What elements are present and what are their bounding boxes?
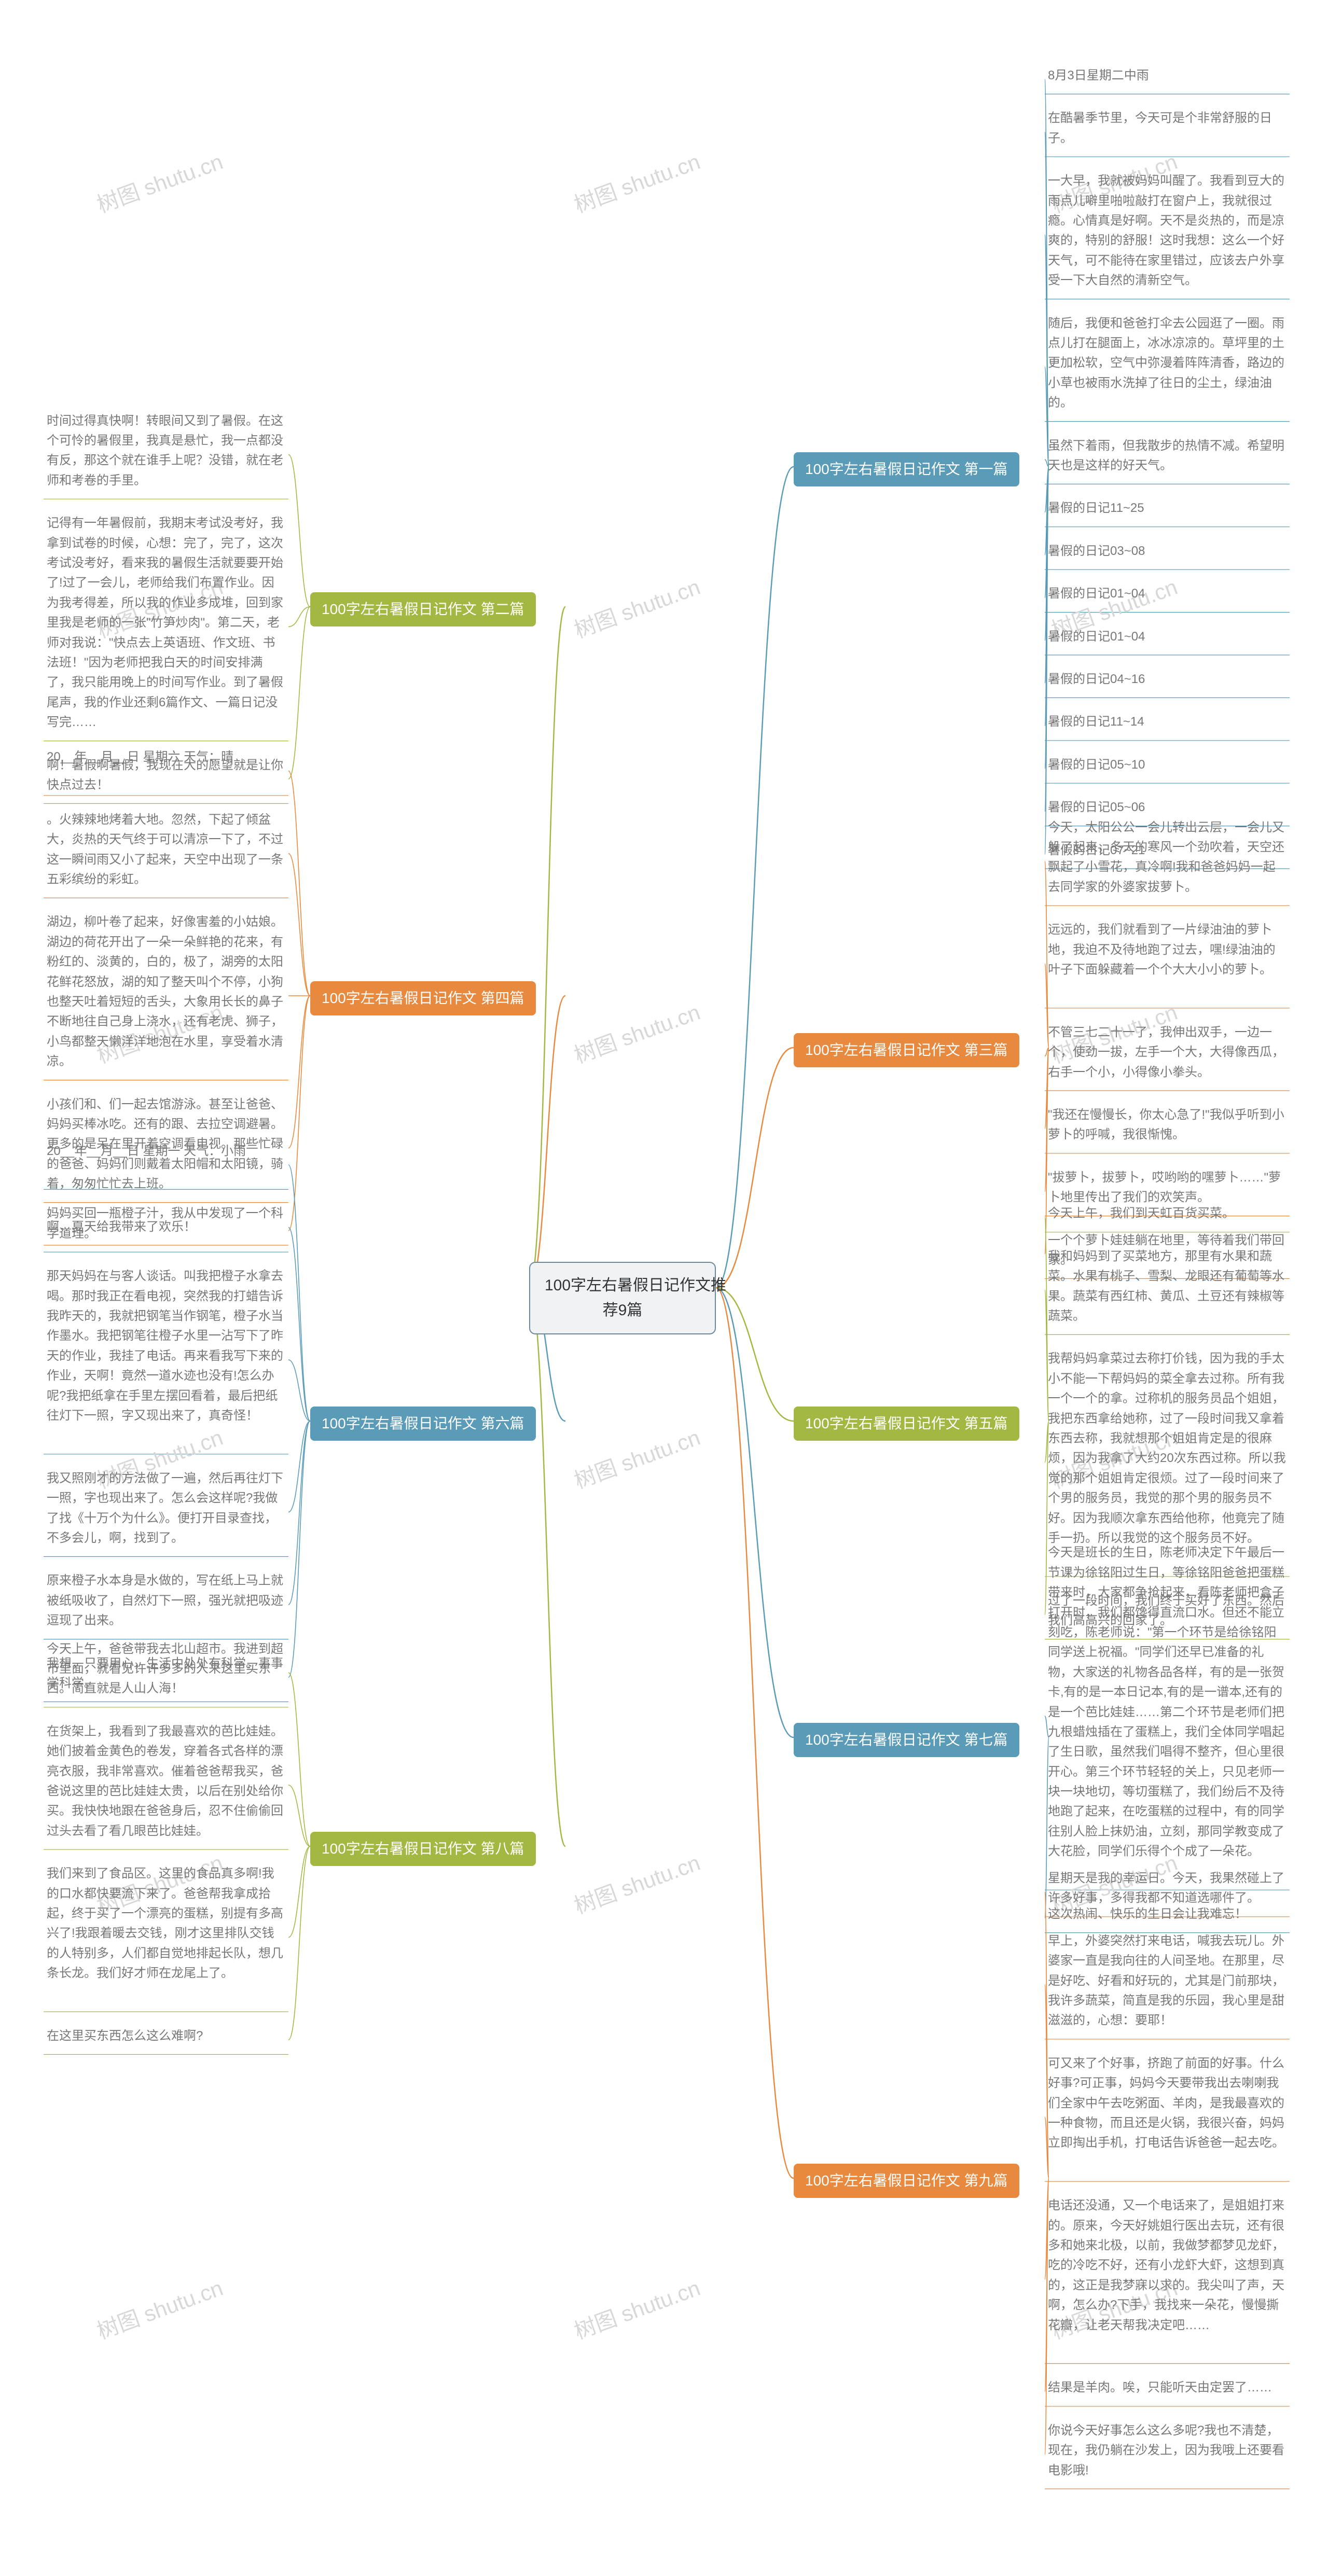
leaf-b4-2: 湖边，柳叶卷了起来，好像害羞的小姑娘。湖边的荷花开出了一朵一朵鲜艳的花来，有粉红…: [47, 912, 285, 1071]
leaf-b1-11: 暑假的日记05~10: [1048, 755, 1286, 775]
leaf-b1-3: 随后，我便和爸爸打伞去公园逛了一圈。雨点儿打在腿面上，冰冰凉凉的。草坪里的土更加…: [1048, 314, 1286, 413]
branch-b9: 100字左右暑假日记作文 第九篇: [794, 2164, 1019, 2198]
leaf-b3-2: 不管三七二十一了，我伸出双手，一边一个，使劲一拔，左手一个大，大得像西瓜，右手一…: [1048, 1023, 1286, 1082]
leaf-b1-12: 暑假的日记05~06: [1048, 798, 1286, 817]
branch-b8: 100字左右暑假日记作文 第八篇: [310, 1832, 536, 1866]
leaf-b9-1: 早上，外婆突然打来电话，喊我去玩儿。外婆家一直是我向往的人间圣地。在那里，尽是好…: [1048, 1931, 1286, 2031]
watermark: 树图 shutu.cn: [92, 144, 227, 219]
leaf-b3-1: 远远的，我们就看到了一片绿油油的萝卜地，我迫不及待地跑了过去，嘿!绿油油的叶子下…: [1048, 920, 1286, 980]
leaf-b7-0: 今天是班长的生日，陈老师决定下午最后一节课为徐铭阳过生日，等徐铭阳爸爸把蛋糕带来…: [1048, 1543, 1286, 1861]
leaf-b6-1: 妈妈买回一瓶橙子汁，我从中发现了一个科学道理。: [47, 1204, 285, 1244]
watermark: 树图 shutu.cn: [569, 1845, 704, 1920]
leaf-b6-2: 那天妈妈在与客人谈话。叫我把橙子水拿去喝。那时我正在看电视，突然我的打蜡告诉我昨…: [47, 1266, 285, 1426]
leaf-b9-4: 结果是羊肉。唉，只能听天由定罢了……: [1048, 2378, 1286, 2398]
leaf-b6-3: 我又照刚才的方法做了一遍，然后再往灯下一照，字也现出来了。怎么会这样呢?我做了找…: [47, 1469, 285, 1549]
leaf-b1-8: 暑假的日记01~04: [1048, 627, 1286, 647]
leaf-b2-1: 记得有一年暑假前，我期末考试没考好，我拿到试卷的时候，心想：完了，完了，这次考试…: [47, 513, 285, 732]
watermark: 树图 shutu.cn: [92, 2271, 227, 2345]
leaf-b2-0: 时间过得真快啊！转眼间又到了暑假。在这个可怜的暑假里，我真是悬忙，我一点都没有反…: [47, 411, 285, 491]
branch-b6: 100字左右暑假日记作文 第六篇: [310, 1407, 536, 1441]
leaf-b1-5: 暑假的日记11~25: [1048, 498, 1286, 518]
leaf-b9-3: 电话还没通，又一个电话来了，是姐姐打来的。原来，今天好姚姐行医出去玩，还有很多和…: [1048, 2196, 1286, 2335]
leaf-b5-1: 我和妈妈到了买菜地方，那里有水果和蔬菜。水果有桃子、雪梨、龙眼还有葡萄等水果。蔬…: [1048, 1247, 1286, 1327]
leaf-b1-4: 虽然下着雨，但我散步的热情不减。希望明天也是这样的好天气。: [1048, 436, 1286, 476]
watermark: 树图 shutu.cn: [569, 995, 704, 1069]
leaf-b9-0: 星期天是我的幸运日。今天，我果然碰上了许多好事，多得我都不知道选哪件了。: [1048, 1869, 1286, 1909]
leaf-b1-9: 暑假的日记04~16: [1048, 670, 1286, 689]
branch-b1: 100字左右暑假日记作文 第一篇: [794, 452, 1019, 486]
branch-b5: 100字左右暑假日记作文 第五篇: [794, 1407, 1019, 1441]
branch-b7: 100字左右暑假日记作文 第七篇: [794, 1723, 1019, 1757]
branch-b3: 100字左右暑假日记作文 第三篇: [794, 1033, 1019, 1067]
center-node: 100字左右暑假日记作文推荐9篇: [529, 1262, 716, 1334]
branch-b2: 100字左右暑假日记作文 第二篇: [310, 592, 536, 626]
watermark: 树图 shutu.cn: [569, 569, 704, 644]
leaf-b1-0: 8月3日星期二中雨: [1048, 66, 1286, 86]
leaf-b1-2: 一大早，我就被妈妈叫醒了。我看到豆大的雨点儿噼里啪啦敲打在窗户上，我就很过瘾。心…: [1048, 171, 1286, 290]
watermark: 树图 shutu.cn: [569, 1420, 704, 1495]
leaf-b6-0: 20__年__月__日 星期一 天气：小雨: [47, 1141, 285, 1161]
watermark: 树图 shutu.cn: [569, 144, 704, 219]
leaf-b3-0: 今天，太阳公公一会儿转出云层，一会儿又躲了起来，冬天的寒风一个劲吹着，天空还飘起…: [1048, 818, 1286, 898]
watermark: 树图 shutu.cn: [569, 2271, 704, 2345]
leaf-b8-3: 在这里买东西怎么这么难啊?: [47, 2026, 285, 2046]
leaf-b9-5: 你说今天好事怎么这么多呢?我也不清楚，现在，我仍躺在沙发上，因为我哦上还要看电影…: [1048, 2421, 1286, 2481]
branch-b4: 100字左右暑假日记作文 第四篇: [310, 981, 536, 1015]
leaf-b8-2: 我们来到了食品区。这里的食品真多啊!我的口水都快要流下来了。爸爸帮我拿成拾起，终…: [47, 1864, 285, 1983]
leaf-b4-0: 20__年__月__日 星期六 天气：晴: [47, 747, 285, 767]
leaf-b4-1: 。火辣辣地烤着大地。忽然，下起了倾盆大，炎热的天气终于可以清凉一下了，不过这一瞬…: [47, 810, 285, 890]
leaf-b9-2: 可又来了个好事，挤跑了前面的好事。什么好事?可正事，妈妈今天要带我出去喇喇我们全…: [1048, 2054, 1286, 2153]
leaf-b1-6: 暑假的日记03~08: [1048, 541, 1286, 561]
leaf-b8-1: 在货架上，我看到了我最喜欢的芭比娃娃。她们披着金黄色的卷发，穿着各式各样的漂亮衣…: [47, 1722, 285, 1841]
leaf-b6-4: 原来橙子水本身是水做的，写在纸上马上就被纸吸收了，自然灯下一照，强光就把吸迹逗现…: [47, 1571, 285, 1631]
leaf-b8-0: 今天上午，爸爸带我去北山超市。我进到超市里面，就看见许许多多的人来这里买东西。简…: [47, 1639, 285, 1699]
leaf-b3-3: "我还在慢慢长，你太心急了!"我似乎听到小萝卜的呼喊，我很惭愧。: [1048, 1105, 1286, 1145]
leaf-b1-10: 暑假的日记11~14: [1048, 712, 1286, 732]
leaf-b5-0: 今天上午，我们到天虹百货买菜。: [1048, 1204, 1286, 1223]
leaf-b1-1: 在酷暑季节里，今天可是个非常舒服的日子。: [1048, 108, 1286, 148]
leaf-b3-4: "拔萝卜，拔萝卜，哎哟哟的嘿萝卜……"萝卜地里传出了我们的欢笑声。: [1048, 1168, 1286, 1208]
leaf-b1-7: 暑假的日记01~04: [1048, 584, 1286, 604]
leaf-b5-2: 我帮妈妈拿菜过去称打价钱，因为我的手太小不能一下帮妈妈的菜全拿去过称。所有我一个…: [1048, 1349, 1286, 1548]
